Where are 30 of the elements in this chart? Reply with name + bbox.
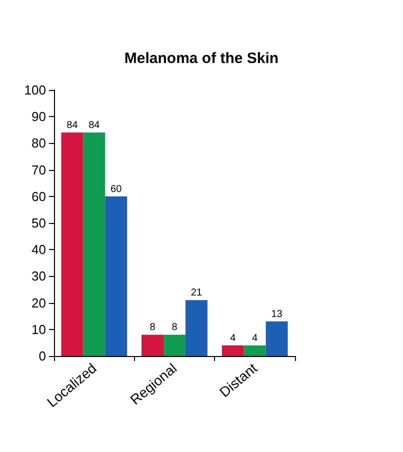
bar — [185, 300, 208, 356]
data-label: 4 — [230, 332, 236, 344]
data-label: 84 — [88, 120, 100, 132]
bar — [266, 321, 288, 356]
bar — [222, 345, 244, 356]
bar — [105, 196, 128, 356]
data-label: 8 — [150, 322, 156, 334]
bar — [61, 132, 84, 356]
data-label: 13 — [271, 308, 283, 320]
y-tick-label: 100 — [24, 82, 46, 98]
y-tick-label: 30 — [32, 268, 46, 284]
y-tick-label: 90 — [32, 109, 46, 124]
bar — [244, 345, 266, 356]
data-label: 8 — [172, 322, 178, 334]
y-tick-label: 50 — [32, 216, 46, 230]
data-label: 21 — [190, 288, 202, 299]
data-label: 60 — [110, 184, 122, 195]
y-tick-label: 80 — [32, 136, 46, 151]
chart-title: Melanoma of the Skin — [124, 50, 279, 67]
y-tick-label: 40 — [32, 242, 46, 258]
bar — [83, 132, 106, 356]
y-tick-label: 0 — [38, 348, 46, 364]
data-label: 4 — [252, 332, 258, 344]
bar — [142, 334, 164, 356]
y-tick-label: 20 — [32, 295, 46, 310]
bar — [164, 334, 186, 356]
y-tick-label: 70 — [32, 162, 46, 178]
data-label: 84 — [66, 120, 78, 132]
y-tick-label: 60 — [32, 188, 46, 204]
y-tick-label: 10 — [32, 322, 46, 337]
